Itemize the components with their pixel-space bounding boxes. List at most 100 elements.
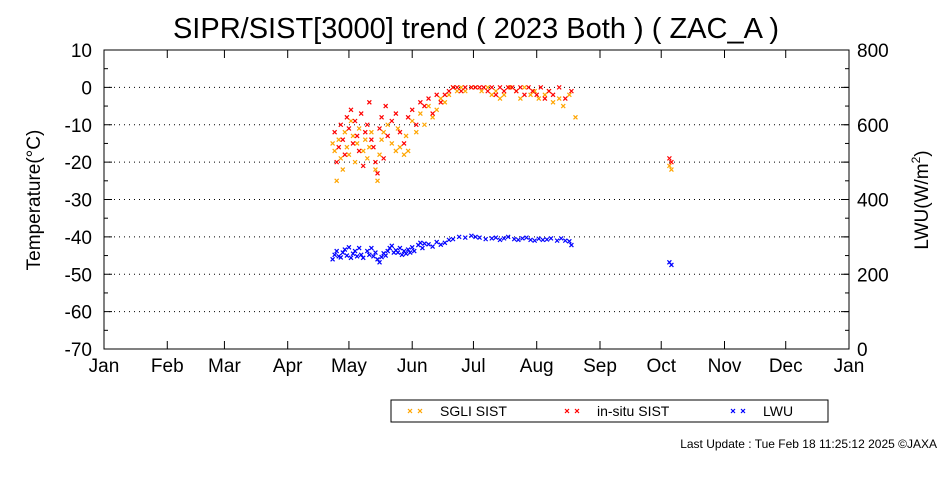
data-point — [522, 92, 527, 98]
data-point — [438, 242, 444, 248]
data-point — [395, 250, 401, 255]
x-tick-label: Feb — [151, 356, 184, 377]
data-point — [434, 92, 440, 98]
data-point — [426, 241, 431, 247]
data-point — [334, 248, 340, 254]
data-point — [497, 96, 503, 102]
y-tick-label: -70 — [65, 340, 92, 361]
data-point — [399, 252, 405, 258]
data-point — [550, 92, 556, 98]
data-point — [501, 235, 507, 241]
data-point — [405, 247, 411, 253]
data-series — [330, 84, 674, 268]
data-point — [395, 126, 401, 131]
data-point — [419, 245, 425, 251]
legend: SGLI SIST in-situ SIST LWU — [390, 399, 829, 423]
data-point — [497, 84, 503, 90]
data-point — [371, 144, 376, 150]
grid-lines — [104, 86, 849, 313]
data-point — [477, 235, 482, 241]
data-point — [360, 163, 366, 169]
data-point — [344, 253, 350, 258]
y-tick-label: -20 — [65, 153, 92, 174]
y2-axis-label-close: ) — [912, 150, 933, 156]
data-point — [528, 237, 534, 243]
data-point — [346, 126, 352, 131]
data-point — [368, 129, 374, 135]
data-point — [542, 92, 548, 98]
data-point — [497, 237, 503, 243]
x-tick-label: Jun — [397, 356, 428, 377]
data-point — [397, 245, 403, 251]
data-point — [389, 118, 395, 124]
data-point — [381, 155, 387, 161]
data-point — [509, 84, 515, 90]
data-point — [540, 237, 546, 243]
data-point — [375, 178, 380, 184]
data-point — [366, 99, 372, 105]
x-tick-label: Nov — [708, 356, 742, 377]
data-point — [473, 234, 478, 240]
x-tick-label: Sep — [583, 356, 617, 377]
data-point — [360, 255, 366, 261]
data-point — [468, 84, 474, 90]
data-point — [513, 88, 519, 94]
data-point — [358, 252, 364, 258]
data-point — [346, 244, 352, 250]
data-point — [332, 252, 338, 258]
data-point — [411, 248, 417, 254]
data-point — [393, 148, 399, 154]
data-point — [520, 235, 525, 241]
data-point — [350, 133, 356, 139]
x-tick-label: Dec — [769, 356, 803, 377]
x-tick-label: Mar — [208, 356, 241, 377]
data-point — [401, 141, 407, 146]
data-point — [330, 256, 336, 262]
data-point — [473, 84, 478, 90]
data-point — [568, 88, 574, 94]
data-point — [546, 88, 552, 94]
data-point — [566, 92, 572, 98]
data-point — [666, 163, 672, 169]
data-point — [360, 148, 366, 154]
x-tick-label: Aug — [520, 356, 554, 377]
data-point — [669, 262, 674, 268]
data-point — [373, 250, 378, 255]
data-point — [385, 122, 391, 128]
data-point — [362, 137, 368, 143]
data-point — [375, 170, 380, 176]
data-point — [381, 129, 387, 135]
data-point — [375, 256, 380, 262]
y2-axis-label: LWU(W/m2) — [909, 150, 933, 249]
data-point — [562, 96, 568, 102]
data-point — [483, 236, 489, 242]
data-point — [515, 237, 521, 243]
y2-axis-tick-labels: 800 600 400 200 0 — [857, 41, 889, 361]
data-point — [536, 96, 542, 102]
y-axis-label: Temperature(°C) — [24, 130, 45, 271]
data-point — [403, 133, 409, 139]
legend-marker — [564, 408, 570, 414]
data-point — [332, 129, 338, 135]
data-point — [354, 253, 360, 259]
data-point — [373, 167, 378, 173]
y-tick-label: 0 — [81, 78, 92, 99]
data-point — [422, 241, 427, 247]
legend-marker — [574, 408, 580, 414]
data-point — [485, 84, 491, 90]
y-tick-label: -60 — [65, 303, 92, 324]
data-point — [446, 92, 452, 98]
data-point — [377, 152, 382, 158]
data-point — [517, 96, 523, 102]
data-point — [422, 103, 427, 109]
data-point — [389, 243, 395, 249]
data-point — [522, 84, 527, 90]
data-point — [417, 240, 423, 246]
data-point — [348, 107, 354, 113]
data-point — [501, 92, 507, 98]
series-in-situ-sist — [332, 84, 674, 176]
data-point — [528, 92, 534, 98]
data-point — [330, 141, 336, 146]
data-point — [413, 122, 419, 128]
legend-label: LWU — [763, 403, 793, 419]
